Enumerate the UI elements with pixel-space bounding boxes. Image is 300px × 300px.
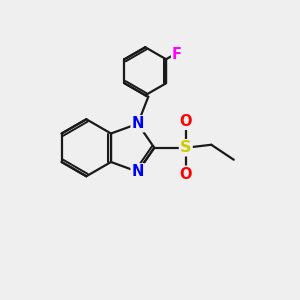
Text: O: O <box>179 114 192 129</box>
Text: O: O <box>179 167 192 182</box>
Text: N: N <box>132 116 144 131</box>
Text: F: F <box>172 46 182 62</box>
Text: S: S <box>180 140 191 155</box>
Text: N: N <box>132 164 144 179</box>
